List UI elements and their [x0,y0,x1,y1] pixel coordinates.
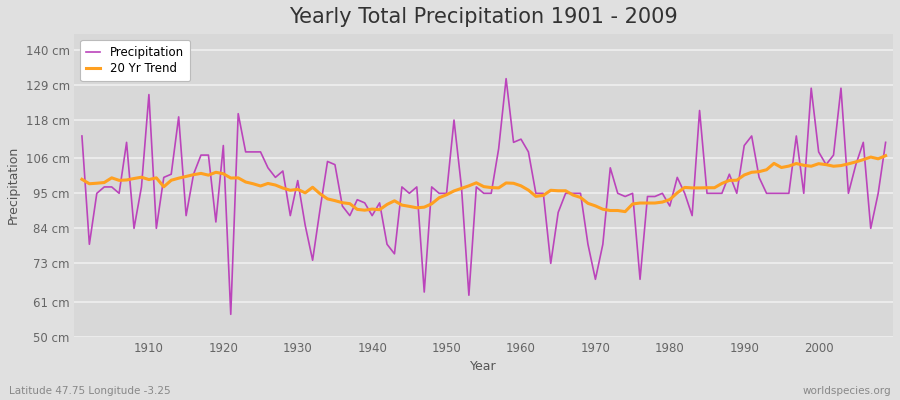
20 Yr Trend [345,201,356,206]
Precipitation [307,258,318,262]
Text: Latitude 47.75 Longitude -3.25: Latitude 47.75 Longitude -3.25 [9,386,171,396]
Line: Precipitation: Precipitation [82,79,886,314]
Precipitation [523,150,534,154]
20 Yr Trend [880,153,891,158]
Precipitation [136,184,147,189]
Legend: Precipitation, 20 Yr Trend: Precipitation, 20 Yr Trend [80,40,190,81]
Y-axis label: Precipitation: Precipitation [7,146,20,224]
Precipitation [225,312,236,317]
20 Yr Trend [605,208,616,213]
Text: worldspecies.org: worldspecies.org [803,386,891,396]
Line: 20 Yr Trend: 20 Yr Trend [82,156,886,212]
20 Yr Trend [136,175,147,180]
20 Yr Trend [620,209,631,214]
20 Yr Trend [300,190,310,195]
Title: Yearly Total Precipitation 1901 - 2009: Yearly Total Precipitation 1901 - 2009 [290,7,678,27]
Precipitation [880,140,891,145]
20 Yr Trend [516,184,526,188]
Precipitation [530,191,541,196]
Precipitation [500,76,511,81]
Precipitation [352,197,363,202]
Precipitation [620,194,631,199]
20 Yr Trend [508,181,519,186]
Precipitation [76,134,87,138]
X-axis label: Year: Year [471,360,497,373]
20 Yr Trend [76,177,87,182]
